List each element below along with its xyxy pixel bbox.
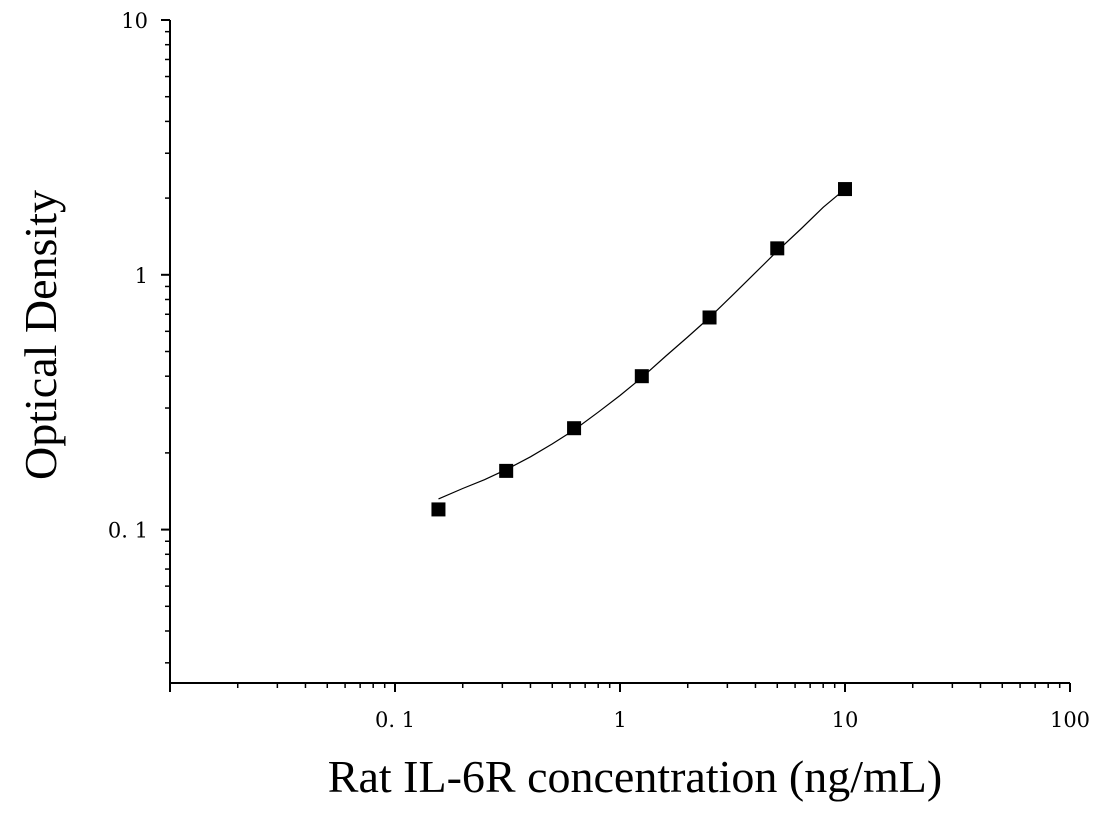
x-tick-label: 10 [832, 708, 859, 732]
fit-curve [438, 188, 846, 500]
data-point [770, 241, 785, 256]
data-point [499, 463, 514, 478]
data-points [431, 182, 852, 517]
ticks: 0. 1 1 10 100 0. 1 1 10 [108, 9, 1090, 732]
x-tick-label: 100 [1050, 708, 1090, 732]
y-tick-label: 0. 1 [108, 519, 148, 543]
x-tick-label: 0. 1 [375, 708, 415, 732]
y-tick-label: 10 [121, 9, 148, 33]
axes [169, 20, 1070, 684]
data-point [702, 310, 717, 325]
x-axis-title: Rat IL-6R concentration (ng/mL) [328, 751, 942, 802]
data-point [567, 421, 582, 436]
x-tick-label: 1 [613, 708, 626, 732]
data-point [431, 502, 446, 517]
data-point [634, 369, 649, 384]
data-point [838, 182, 852, 197]
fit-curve-line [438, 188, 846, 500]
y-axis-title: Optical Density [15, 190, 66, 480]
y-tick-label: 1 [135, 264, 148, 288]
